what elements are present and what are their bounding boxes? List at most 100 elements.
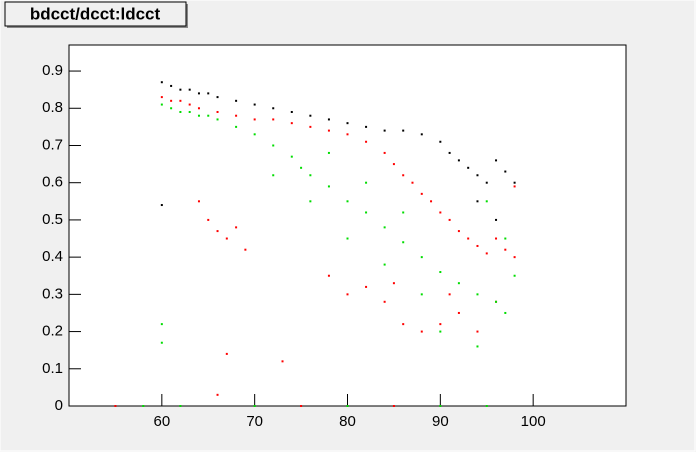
y-tick-label: 0.8 — [42, 99, 63, 116]
point — [188, 88, 191, 91]
point — [467, 166, 470, 169]
point — [216, 393, 219, 396]
y-tick-label: 0.2 — [42, 323, 63, 340]
point — [448, 218, 451, 221]
point — [402, 174, 405, 177]
y-tick-label: 0.1 — [42, 360, 63, 377]
point — [495, 300, 498, 303]
point — [485, 200, 488, 203]
point — [495, 237, 498, 240]
point — [365, 211, 368, 214]
point — [365, 140, 368, 143]
point — [327, 118, 330, 121]
point — [476, 293, 479, 296]
point — [476, 174, 479, 177]
point — [114, 405, 117, 407]
y-tick-label: 0.6 — [42, 174, 63, 191]
point — [346, 200, 349, 203]
point — [457, 311, 460, 314]
point — [207, 92, 210, 95]
point — [457, 159, 460, 162]
point — [225, 237, 228, 240]
point — [216, 110, 219, 113]
point — [216, 118, 219, 121]
point — [439, 323, 442, 326]
point — [216, 230, 219, 233]
point — [253, 133, 256, 136]
point — [309, 125, 312, 128]
point — [346, 237, 349, 240]
point — [439, 405, 442, 407]
point — [485, 181, 488, 184]
point — [439, 330, 442, 333]
point — [430, 200, 433, 203]
x-tick-label: 90 — [432, 413, 449, 430]
point — [281, 360, 284, 363]
x-tick-label: 80 — [339, 413, 356, 430]
point — [383, 226, 386, 229]
point — [365, 125, 368, 128]
point — [448, 151, 451, 154]
point — [290, 122, 293, 125]
point — [420, 293, 423, 296]
point — [467, 237, 470, 240]
point — [439, 271, 442, 274]
point — [197, 92, 200, 95]
point — [272, 174, 275, 177]
point — [346, 133, 349, 136]
point — [383, 300, 386, 303]
point — [179, 88, 182, 91]
point — [504, 311, 507, 314]
point — [476, 200, 479, 203]
point — [160, 103, 163, 106]
title-box — [4, 1, 187, 27]
point — [383, 129, 386, 132]
point — [142, 405, 145, 407]
x-tick-label: 60 — [153, 413, 170, 430]
point — [300, 166, 303, 169]
point — [504, 248, 507, 251]
point — [476, 330, 479, 333]
point — [485, 252, 488, 255]
point — [439, 140, 442, 143]
point — [188, 103, 191, 106]
point — [235, 125, 238, 128]
point — [170, 107, 173, 110]
point — [225, 352, 228, 355]
plot-frame — [68, 44, 627, 407]
point — [504, 170, 507, 173]
point — [402, 129, 405, 132]
y-tick-label: 0 — [55, 397, 63, 414]
point — [392, 163, 395, 166]
point — [272, 144, 275, 147]
point — [207, 114, 210, 117]
point — [197, 200, 200, 203]
x-tick-label: 100 — [521, 413, 546, 430]
point — [170, 99, 173, 102]
point — [513, 185, 516, 188]
point — [207, 218, 210, 221]
point — [290, 110, 293, 113]
point — [160, 323, 163, 326]
point — [309, 174, 312, 177]
point — [513, 274, 516, 277]
point — [402, 241, 405, 244]
point — [448, 293, 451, 296]
point — [439, 211, 442, 214]
point — [160, 96, 163, 99]
point — [392, 282, 395, 285]
point — [402, 211, 405, 214]
point — [197, 114, 200, 117]
point — [365, 181, 368, 184]
point — [346, 293, 349, 296]
point — [495, 218, 498, 221]
point — [457, 230, 460, 233]
point — [420, 330, 423, 333]
point — [513, 181, 516, 184]
point — [327, 274, 330, 277]
point — [327, 151, 330, 154]
y-tick-label: 0.9 — [42, 62, 63, 79]
point — [513, 256, 516, 259]
point — [272, 107, 275, 110]
